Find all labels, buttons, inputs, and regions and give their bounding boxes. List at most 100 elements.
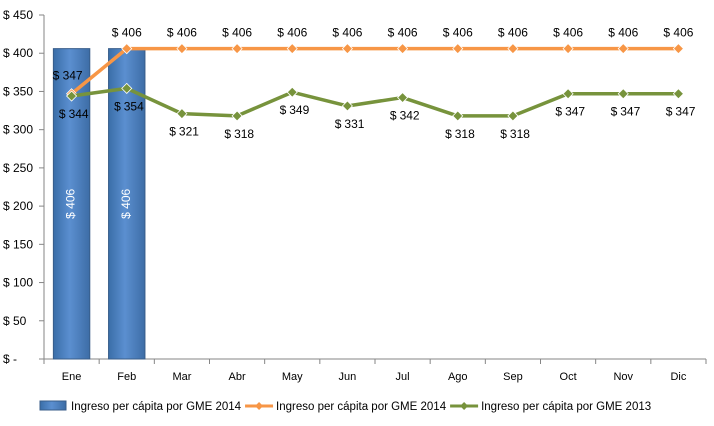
line-value-label: $ 406 (388, 26, 418, 40)
data-point (507, 110, 519, 122)
line-value-label: $ 406 (608, 26, 638, 40)
x-tick-label: Oct (560, 371, 577, 383)
x-tick-label: Dic (670, 371, 686, 383)
data-point (231, 43, 243, 55)
line-value-label: 318 (455, 127, 475, 141)
bar-series: $ 406 $ 406 (52, 48, 146, 360)
line-value-label: $ 406 (553, 26, 583, 40)
line-value-label: 321 (179, 125, 199, 139)
bar (108, 48, 146, 360)
data-point (286, 86, 298, 98)
x-tick-label: Jun (339, 371, 357, 383)
line-value-label: $ 406 (443, 26, 473, 40)
currency-symbol: $ (666, 105, 673, 119)
y-tick-label: $ 300 (3, 123, 33, 137)
data-labels: $ 347 $ 406 $ 406 $ 406 $ 406 $ 406 $ 406 $ 406… (53, 26, 696, 141)
line-value-label: 347 (675, 105, 695, 119)
line-value-label-group: $344 (59, 107, 89, 121)
data-point (341, 43, 353, 55)
line-value-label: $ 406 (277, 26, 307, 40)
legend-swatch (39, 400, 67, 411)
currency-symbol: $ (59, 107, 66, 121)
currency-symbol: $ (611, 105, 618, 119)
data-point (452, 43, 464, 55)
data-point (176, 108, 188, 120)
legend-label: Ingreso per cápita por GME 2014 (276, 401, 447, 413)
currency-symbol: $ (280, 103, 287, 117)
line-value-label: $ 406 (663, 26, 693, 40)
line-value-label-group: $347 (555, 105, 585, 119)
line-value-label-group: $318 (224, 127, 254, 141)
line-value-label: 354 (124, 99, 144, 113)
line-value-label: $ 406 (112, 26, 142, 40)
data-point (562, 88, 574, 100)
currency-symbol: $ (500, 127, 507, 141)
x-tick-label: Jul (396, 371, 410, 383)
x-tick-label: May (282, 371, 303, 383)
y-tick-label: $ 50 (3, 314, 27, 328)
x-tick-label: Sep (503, 371, 523, 383)
data-point (672, 43, 684, 55)
line-value-label-group: $318 (500, 127, 530, 141)
series-line (70, 46, 679, 96)
line-series (66, 43, 684, 122)
line-value-label-group: $318 (445, 127, 475, 141)
data-point (617, 43, 629, 55)
legend-label: Ingreso per cápita por GME 2014 (71, 401, 242, 413)
data-point (176, 43, 188, 55)
line-value-label-group: $347 (611, 105, 641, 119)
line-value-label-group: $342 (390, 109, 420, 123)
legend: Ingreso per cápita por GME 2014 Ingreso p… (39, 400, 651, 413)
y-tick-label: $ 450 (3, 8, 33, 22)
legend-label: Ingreso per cápita por GME 2013 (481, 401, 651, 413)
line-value-label: 331 (344, 117, 364, 131)
data-point (672, 88, 684, 100)
bar-value-label: $ 406 (64, 188, 78, 218)
line-value-label: 344 (69, 107, 89, 121)
data-point (507, 43, 519, 55)
line-value-label: 318 (234, 127, 254, 141)
y-tick-label: $ 100 (3, 276, 33, 290)
x-tick-label: Abr (229, 371, 246, 383)
currency-symbol: $ (114, 99, 121, 113)
line-value-label: 318 (510, 127, 530, 141)
y-tick-label: $ 350 (3, 84, 33, 98)
line-value-label-group: $347 (666, 105, 696, 119)
currency-symbol: $ (445, 127, 452, 141)
line-value-label-group: $354 (114, 99, 144, 113)
line-value-label: 347 (620, 105, 640, 119)
x-tick-label: Ene (62, 371, 82, 383)
data-point (452, 110, 464, 122)
line-value-label: 347 (565, 105, 585, 119)
series-line (71, 86, 679, 118)
bar-value-label: $ 406 (119, 188, 133, 218)
currency-symbol: $ (169, 125, 176, 139)
line-value-label: $ 406 (498, 26, 528, 40)
line-value-label: $ 347 (53, 69, 83, 83)
data-point (231, 110, 243, 122)
legend-marker (460, 402, 469, 410)
line-value-label-group: $349 (280, 103, 310, 117)
data-point (397, 91, 409, 104)
line-value-label-group: $331 (335, 117, 365, 131)
currency-symbol: $ (390, 109, 397, 123)
y-tick-label: $ - (3, 352, 17, 366)
line-value-label: 342 (400, 109, 420, 123)
data-point (562, 43, 574, 55)
currency-symbol: $ (555, 105, 562, 119)
x-tick-label: Mar (172, 371, 191, 383)
data-point (397, 43, 409, 55)
axes: $ - $ 50 $ 100 $ 150 $ 200 $ 250 $ 300 $ 350 $ 4… (3, 8, 707, 383)
x-tick-label: Nov (613, 371, 633, 383)
x-tick-label: Ago (448, 371, 468, 383)
currency-symbol: $ (335, 117, 342, 131)
y-tick-label: $ 200 (3, 199, 33, 213)
data-point (617, 88, 629, 100)
x-tick-label: Feb (117, 371, 136, 383)
line-value-label: 349 (289, 103, 309, 117)
legend-marker (255, 402, 264, 410)
y-tick-label: $ 400 (3, 46, 33, 60)
data-point (286, 43, 298, 55)
line-value-label: $ 406 (167, 26, 197, 40)
data-point (121, 82, 133, 94)
